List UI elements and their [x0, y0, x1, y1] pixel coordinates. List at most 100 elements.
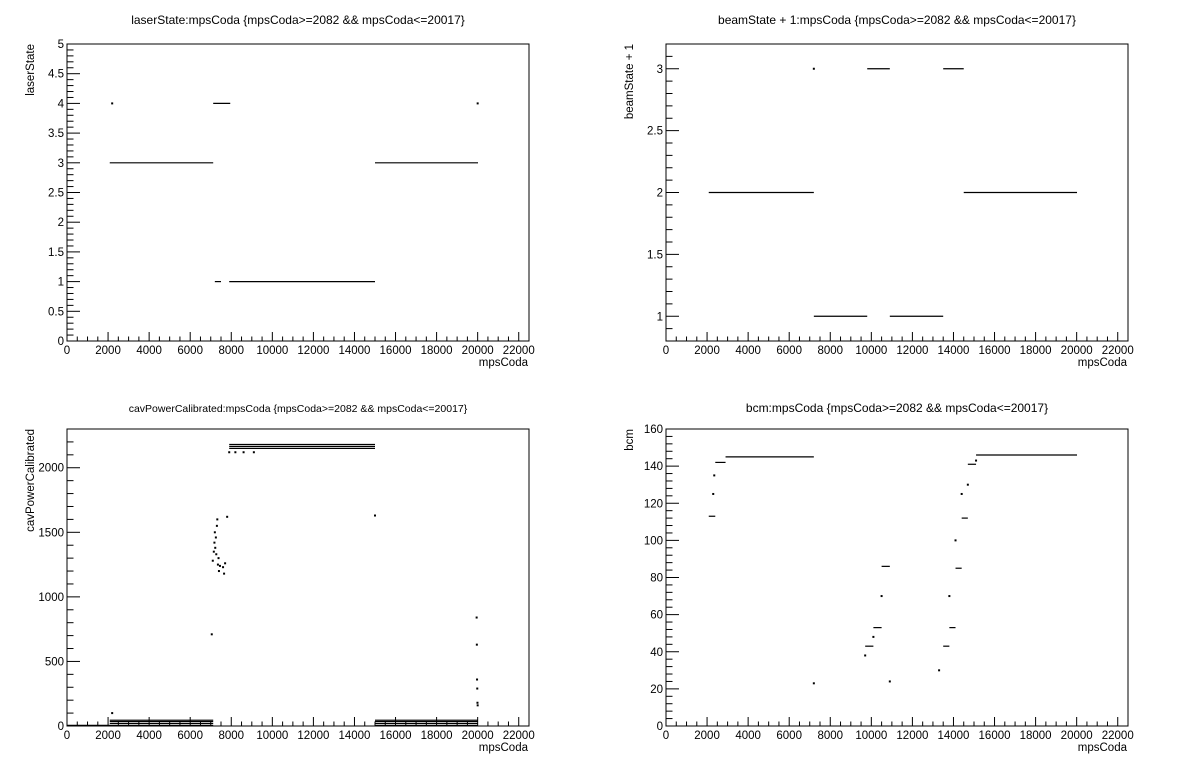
y-tick-label: 4 [58, 98, 65, 110]
plot-cav: cavPowerCalibrated:mpsCoda {mpsCoda>=208… [25, 403, 535, 754]
y-tick-label: 500 [45, 656, 64, 668]
x-tick-label: 18000 [421, 730, 453, 742]
data-point [475, 616, 478, 619]
y-tick-label: 1.5 [647, 249, 663, 261]
data-point [218, 564, 221, 567]
y-tick-label: 3 [657, 64, 663, 76]
x-tick-label: 2000 [694, 345, 720, 357]
y-tick-label: 1500 [38, 527, 64, 539]
y-tick-label: 2 [58, 217, 64, 229]
data-point [975, 459, 978, 462]
x-tick-label: 4000 [136, 730, 162, 742]
y-tick-label: 80 [650, 573, 663, 585]
y-tick-label: 40 [650, 647, 663, 659]
x-tick-label: 4000 [735, 730, 761, 742]
data-point [217, 557, 220, 560]
data-point [812, 682, 815, 685]
x-tick-label: 18000 [421, 345, 453, 357]
x-tick-label: 18000 [1020, 345, 1052, 357]
data-point [880, 595, 883, 598]
y-tick-label: 1 [58, 277, 64, 289]
x-tick-label: 6000 [776, 345, 802, 357]
data-point [234, 451, 237, 454]
x-tick-label: 2000 [694, 730, 720, 742]
y-tick-label: 0 [58, 336, 64, 348]
data-point [948, 595, 951, 598]
data-point [475, 643, 478, 646]
x-tick-label: 16000 [979, 730, 1011, 742]
data-point [215, 553, 218, 556]
x-tick-label: 16000 [979, 345, 1011, 357]
data-point [224, 562, 227, 565]
y-tick-label: 160 [644, 424, 663, 436]
data-point [476, 102, 479, 105]
x-tick-label: 8000 [817, 345, 843, 357]
x-tick-label: 10000 [855, 345, 887, 357]
chart-title: laserState:mpsCoda {mpsCoda>=2082 && mps… [131, 13, 465, 27]
x-tick-label: 8000 [817, 730, 843, 742]
data-point [476, 678, 479, 681]
data-point [212, 550, 215, 553]
y-tick-label: 0.5 [48, 306, 64, 318]
data-point [226, 515, 229, 518]
data-point [210, 633, 213, 636]
y-tick-label: 120 [644, 498, 663, 510]
x-tick-label: 22000 [1102, 730, 1134, 742]
data-point [252, 451, 255, 454]
y-tick-label: 100 [644, 535, 663, 547]
y-tick-label: 60 [650, 610, 663, 622]
x-tick-label: 12000 [896, 730, 928, 742]
y-tick-label: 2000 [38, 463, 64, 475]
x-tick-label: 16000 [380, 345, 412, 357]
data-point [223, 572, 226, 575]
data-point [938, 669, 941, 672]
data-point [216, 563, 219, 566]
x-tick-label: 20000 [462, 730, 494, 742]
x-tick-label: 4000 [136, 345, 162, 357]
x-tick-label: 22000 [503, 345, 535, 357]
y-tick-label: 2.5 [48, 188, 64, 200]
data-point [213, 541, 216, 544]
x-tick-label: 12000 [896, 345, 928, 357]
x-tick-label: 16000 [380, 730, 412, 742]
y-tick-label: 3 [58, 158, 64, 170]
data-point [476, 701, 479, 704]
data-point [242, 451, 245, 454]
plot-bcm: bcm:mpsCoda {mpsCoda>=2082 && mpsCoda<=2… [624, 401, 1134, 754]
data-point [476, 704, 479, 707]
chart-title: beamState + 1:mpsCoda {mpsCoda>=2082 && … [718, 13, 1076, 27]
x-axis-title: mpsCoda [479, 742, 529, 754]
x-tick-label: 0 [64, 345, 70, 357]
y-tick-label: 140 [644, 461, 663, 473]
plot-frame [665, 428, 1129, 727]
data-point [812, 67, 815, 70]
data-point [228, 451, 231, 454]
data-point [476, 687, 479, 690]
y-tick-label: 4.5 [48, 69, 64, 81]
x-tick-label: 12000 [297, 345, 329, 357]
data-point [888, 680, 891, 683]
y-axis-title: cavPowerCalibrated [25, 429, 37, 532]
plot-laser: laserState:mpsCoda {mpsCoda>=2082 && mps… [25, 13, 535, 369]
x-tick-label: 6000 [177, 730, 203, 742]
x-tick-label: 22000 [1102, 345, 1134, 357]
x-tick-label: 0 [64, 730, 70, 742]
chart-title: cavPowerCalibrated:mpsCoda {mpsCoda>=208… [129, 403, 468, 415]
x-tick-label: 6000 [177, 345, 203, 357]
x-tick-label: 14000 [338, 730, 370, 742]
x-tick-label: 4000 [735, 345, 761, 357]
x-tick-label: 0 [663, 345, 669, 357]
x-axis-title: mpsCoda [479, 357, 529, 369]
y-tick-label: 0 [657, 721, 663, 733]
y-tick-label: 20 [650, 684, 663, 696]
data-point [213, 531, 216, 534]
x-tick-label: 20000 [1061, 730, 1093, 742]
data-point [216, 518, 219, 521]
y-tick-label: 1 [657, 311, 663, 323]
x-axis-title: mpsCoda [1078, 357, 1128, 369]
x-tick-label: 14000 [937, 730, 969, 742]
y-axis-title: bcm [624, 429, 636, 451]
data-point [864, 654, 867, 657]
plot-frame [66, 43, 530, 342]
